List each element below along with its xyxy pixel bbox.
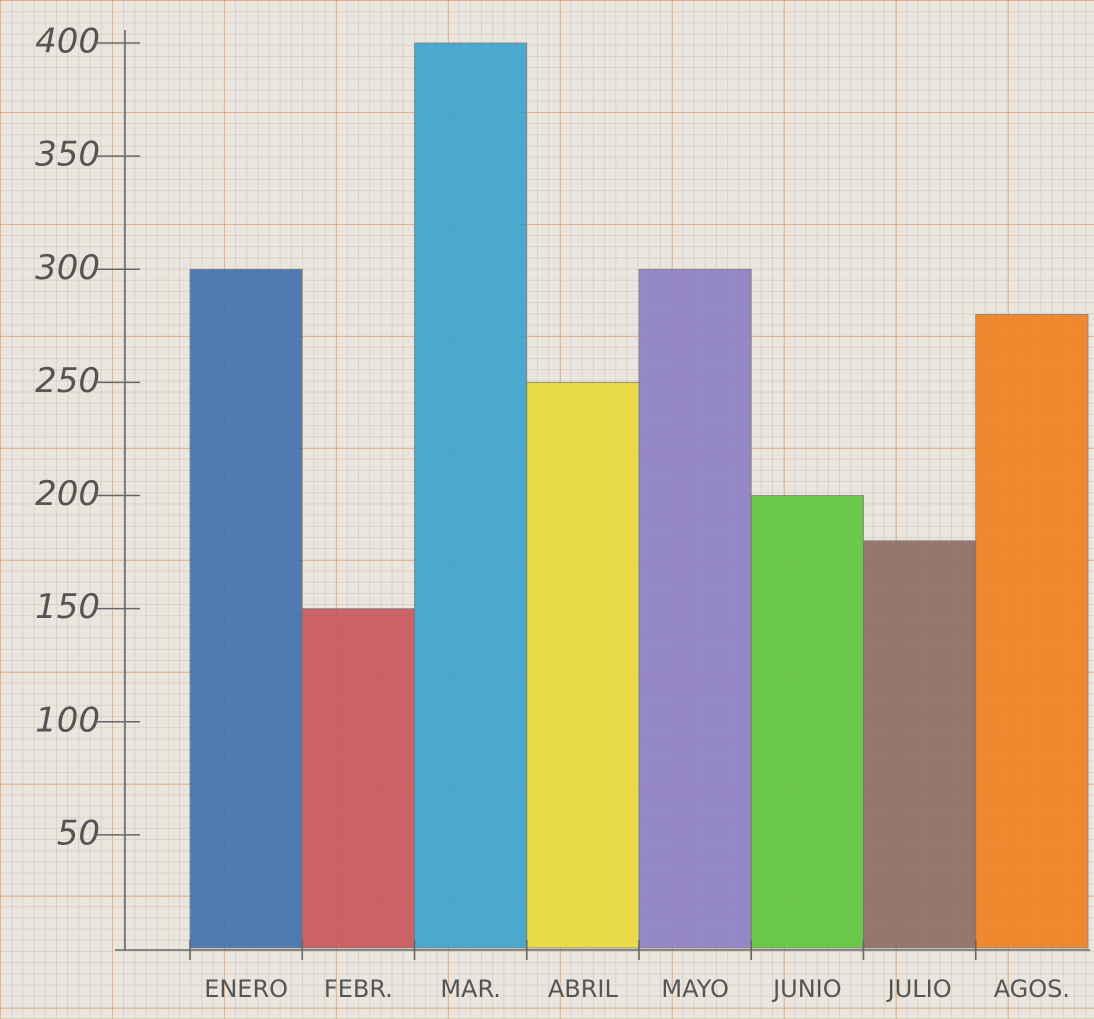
x-tick-label: JUNIO: [771, 975, 842, 1003]
bar: [301, 608, 415, 949]
y-tick-label: 300: [35, 248, 100, 288]
bar: [189, 268, 303, 949]
x-tick-label: FEBR.: [324, 975, 393, 1003]
x-tick-label: ENERO: [204, 975, 288, 1003]
bar: [750, 495, 864, 949]
bar: [863, 540, 977, 949]
bar: [526, 381, 640, 949]
bar: [975, 314, 1089, 949]
bar: [638, 268, 752, 949]
x-tick-label: MAYO: [661, 975, 729, 1003]
y-tick-label: 250: [35, 361, 100, 401]
y-tick-label: 200: [35, 474, 100, 514]
y-tick-label: 350: [35, 135, 100, 175]
y-tick-label: 50: [57, 813, 100, 853]
y-tick-label: 100: [35, 700, 100, 740]
bar: [414, 42, 528, 949]
x-tick-label: ABRIL: [548, 975, 619, 1003]
y-tick-label: 400: [35, 22, 100, 62]
x-tick-label: MAR.: [440, 975, 501, 1003]
y-tick-label: 150: [35, 587, 100, 627]
x-tick-label: JULIO: [886, 975, 952, 1003]
x-tick-label: AGOS.: [994, 975, 1070, 1003]
